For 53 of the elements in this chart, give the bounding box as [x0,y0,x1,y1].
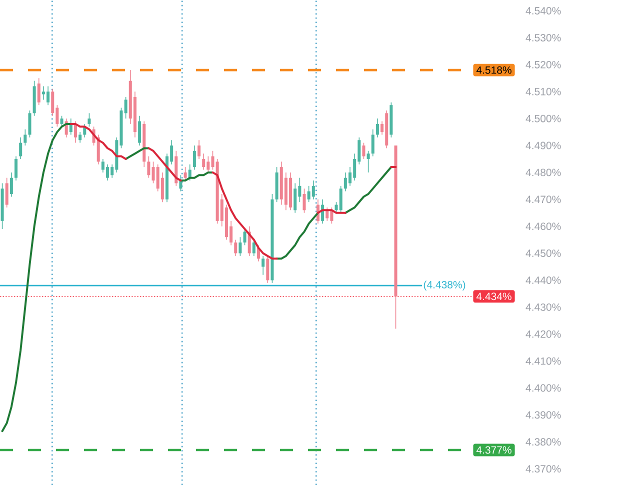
y-tick-label: 4.410% [526,357,561,365]
y-tick-label: 4.520% [526,60,561,68]
candlestick [366,150,370,173]
candlestick [339,186,342,214]
candlestick [78,132,82,144]
candlestick [24,128,27,146]
y-tick-label: 4.390% [526,411,561,419]
candlestick [243,228,246,246]
y-tick-label: 4.430% [526,303,561,311]
candlestick [184,166,187,181]
candlestick [138,115,142,146]
y-tick-label: 4.480% [526,168,561,176]
y-tick-label: 4.400% [526,384,561,392]
candlestick [266,256,270,284]
y-tick-label: 4.500% [526,114,561,122]
candlestick [202,153,206,170]
y-tick-label: 4.420% [526,330,561,338]
candlestick [198,140,201,160]
y-tick-label: 4.460% [526,222,561,230]
candlestick [294,182,297,214]
ref-line-label: (4.438%) [424,280,466,290]
y-tick-label: 4.380% [526,438,561,446]
candlestick [37,78,40,106]
ref-line-label: 4.377% [476,446,512,454]
candlestick [238,236,242,256]
candlestick [10,172,13,198]
candlestick [252,239,256,256]
candlestick [188,164,192,181]
candlestick [234,239,238,256]
candlestick [376,118,379,138]
candlestick [14,156,18,181]
candlestick [5,177,8,208]
candlestick [262,256,265,276]
candlestick [302,188,306,214]
ref-line-label: 4.434% [476,292,512,300]
y-tick-label: 4.470% [526,196,561,204]
y-tick-label: 4.530% [526,34,561,42]
y-tick-label: 4.450% [526,250,561,257]
candlestick [312,180,315,200]
y-tick-label: 4.540% [526,7,561,14]
candlestick [371,128,374,157]
y-tick-label: 4.490% [526,142,561,150]
candlestick [147,156,150,178]
candlestick [88,112,91,128]
candlestick [19,137,22,160]
y-tick-label: 4.440% [526,276,561,284]
y-tick-label: 4.370% [526,465,561,473]
ref-line-label: 4.518% [476,66,512,74]
candlestick [192,145,196,170]
candlestick [74,120,77,144]
y-tick-label: 4.510% [526,88,561,96]
candlestick [362,142,366,160]
candlestick [28,110,32,138]
